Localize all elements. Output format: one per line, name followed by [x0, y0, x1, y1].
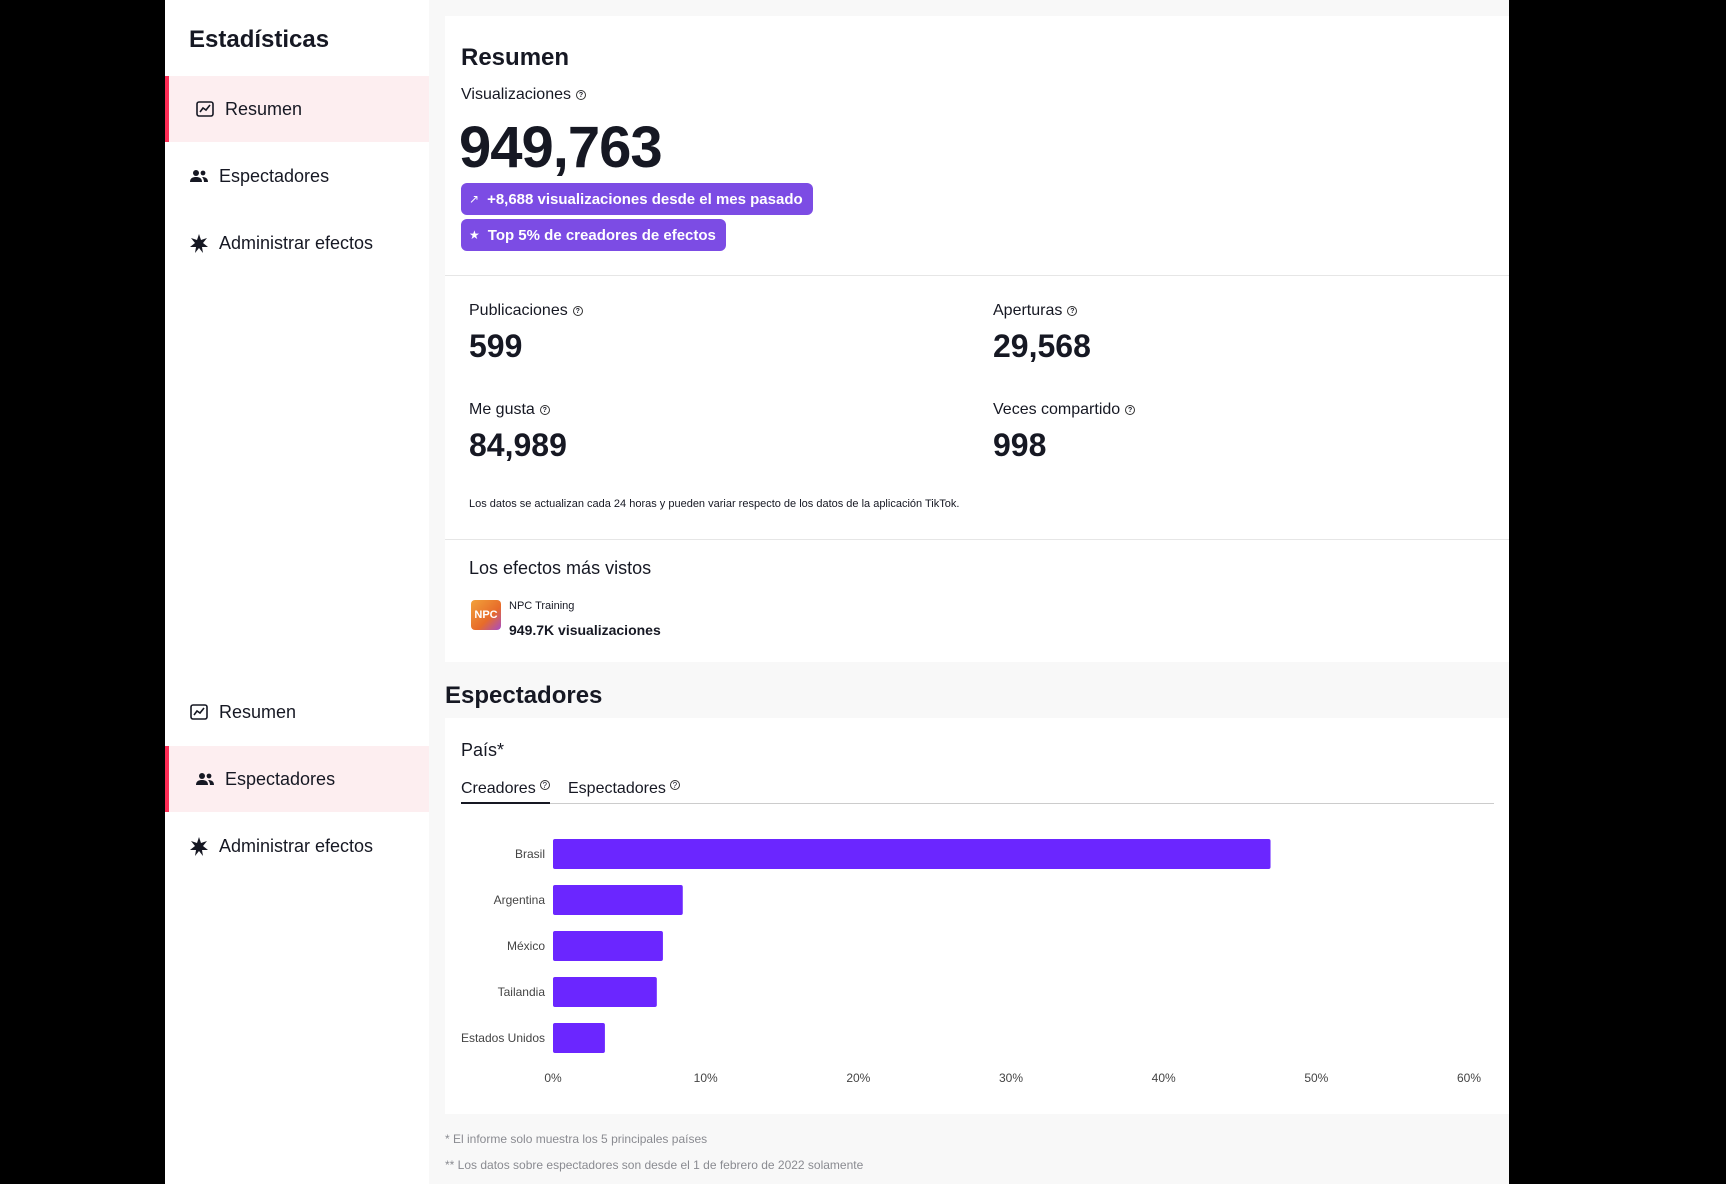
sidebar-item-label: Espectadores — [225, 768, 336, 789]
stat-value: 599 — [469, 328, 523, 364]
country-bar-chart: Brasil Argentina México Tailandia Estados Un… — [461, 839, 1481, 1085]
help-icon[interactable]: ? — [539, 405, 550, 415]
users-icon — [189, 166, 209, 186]
growth-badge-text: +8,688 visualizaciones desde el mes pasa… — [487, 190, 803, 208]
data-update-note: Los datos se actualizan cada 24 horas y … — [469, 498, 960, 510]
bar[interactable] — [553, 977, 657, 1007]
audience-tabs: Creadores? Espectadores? — [461, 774, 1494, 804]
x-tick-label: 50% — [1304, 1071, 1328, 1085]
star-icon: ★ — [469, 228, 480, 242]
stat-publicaciones: Publicaciones? 599 — [469, 302, 583, 365]
country-label: País* — [461, 740, 505, 760]
divider — [445, 539, 1509, 540]
x-tick-label: 60% — [1457, 1071, 1481, 1085]
effect-thumbnail[interactable]: NPC — [471, 600, 501, 630]
sidebar-item-resumen[interactable]: Resumen — [165, 76, 429, 142]
sidebar-item-label: Resumen — [219, 701, 297, 722]
bar[interactable] — [553, 1023, 605, 1053]
stat-me-gusta: Me gusta? 84,989 — [469, 401, 567, 464]
app-window: Estadísticas Resumen Espectadores Admini… — [165, 0, 1509, 1184]
help-icon[interactable]: ? — [669, 780, 680, 790]
tab-espectadores[interactable]: Espectadores? — [568, 774, 680, 804]
help-icon[interactable]: ? — [1125, 405, 1136, 415]
footnote-date-range: ** Los datos sobre espectadores son desd… — [445, 1158, 864, 1172]
effect-views: 949.7K visualizaciones — [509, 622, 661, 638]
views-value: 949,763 — [459, 115, 663, 180]
top-creator-badge-text: Top 5% de creadores de efectos — [487, 226, 716, 244]
sidebar-item-espectadores[interactable]: Espectadores — [165, 143, 429, 209]
x-tick-label: 30% — [999, 1071, 1023, 1085]
top-creator-badge: ★ Top 5% de creadores de efectos — [461, 219, 726, 251]
sidebar-item-espectadores[interactable]: Espectadores — [165, 746, 429, 812]
tab-label: Creadores — [461, 780, 536, 797]
audience-card: País* Creadores? Espectadores? Brasil Arg… — [445, 718, 1509, 1114]
tab-creadores[interactable]: Creadores? — [461, 774, 550, 804]
x-tick-label: 0% — [544, 1071, 562, 1085]
category-label: Argentina — [494, 893, 546, 907]
sidebar-item-label: Espectadores — [219, 165, 330, 186]
stat-value: 998 — [993, 427, 1047, 463]
category-label: Estados Unidos — [461, 1031, 545, 1045]
category-label: México — [507, 939, 545, 953]
sidebar-item-administrar-efectos[interactable]: Administrar efectos — [165, 813, 429, 879]
stat-label: Publicaciones — [469, 302, 568, 319]
stat-veces-compartido: Veces compartido? 998 — [993, 401, 1136, 464]
stat-label: Veces compartido — [993, 401, 1121, 418]
bar[interactable] — [553, 839, 1271, 869]
views-label: Visualizaciones? — [461, 86, 586, 104]
stat-aperturas: Aperturas? 29,568 — [993, 302, 1091, 365]
x-tick-label: 40% — [1152, 1071, 1176, 1085]
sidebar: Estadísticas Resumen Espectadores Admini… — [165, 0, 429, 1184]
sidebar-item-administrar-efectos[interactable]: Administrar efectos — [165, 210, 429, 276]
stat-value: 29,568 — [993, 328, 1091, 364]
tab-label: Espectadores — [568, 780, 666, 797]
x-tick-label: 10% — [694, 1071, 718, 1085]
effects-icon — [189, 233, 209, 253]
category-label: Brasil — [515, 847, 545, 861]
views-label-text: Visualizaciones — [461, 86, 571, 103]
sidebar-title: Estadísticas — [189, 26, 330, 53]
divider — [445, 275, 1509, 276]
category-label: Tailandia — [498, 985, 546, 999]
bar[interactable] — [553, 931, 663, 961]
sidebar-item-resumen[interactable]: Resumen — [165, 679, 429, 745]
chart-icon — [189, 702, 209, 722]
chart-icon — [195, 99, 215, 119]
effect-name[interactable]: NPC Training — [509, 600, 575, 612]
help-icon[interactable]: ? — [576, 90, 586, 100]
stat-label: Me gusta — [469, 401, 535, 418]
bar[interactable] — [553, 885, 683, 915]
summary-title: Resumen — [461, 44, 570, 71]
footnote-top-countries: * El informe solo muestra los 5 principa… — [445, 1132, 708, 1146]
sidebar-item-label: Administrar efectos — [219, 835, 374, 856]
stat-value: 84,989 — [469, 427, 567, 463]
audience-title: Espectadores — [445, 682, 603, 709]
effects-icon — [189, 836, 209, 856]
top-effects-title: Los efectos más vistos — [469, 558, 652, 578]
x-tick-label: 20% — [846, 1071, 870, 1085]
growth-badge: ↗ +8,688 visualizaciones desde el mes pas… — [461, 183, 813, 215]
sidebar-item-label: Administrar efectos — [219, 232, 374, 253]
help-icon[interactable]: ? — [1067, 306, 1078, 316]
users-icon — [195, 769, 215, 789]
help-icon[interactable]: ? — [572, 306, 583, 316]
arrow-up-right-icon: ↗ — [469, 192, 480, 206]
help-icon[interactable]: ? — [539, 780, 550, 790]
sidebar-item-label: Resumen — [225, 98, 303, 119]
summary-card: Resumen Visualizaciones? 949,763 ↗ +8,688… — [445, 16, 1509, 662]
stat-label: Aperturas — [993, 302, 1063, 319]
